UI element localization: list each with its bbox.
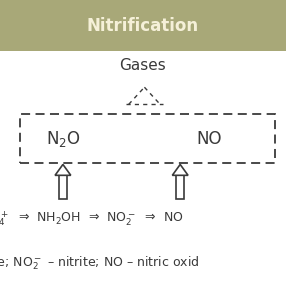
Bar — [0, 0, 286, 51]
Text: Nitrification: Nitrification — [87, 17, 199, 35]
Text: N$_2$O: N$_2$O — [45, 129, 80, 149]
Polygon shape — [172, 164, 188, 175]
Bar — [20, 114, 275, 163]
Bar — [59, 175, 67, 199]
Text: ne; NO$_2^-$ – nitrite; NO – nitric oxid: ne; NO$_2^-$ – nitrite; NO – nitric oxid — [0, 254, 199, 272]
Text: NO: NO — [196, 130, 222, 148]
Bar — [176, 175, 184, 199]
Text: $H_4^+$  ⇒  NH$_2$OH  ⇒  NO$_2^-$  ⇒  NO: $H_4^+$ ⇒ NH$_2$OH ⇒ NO$_2^-$ ⇒ NO — [0, 209, 183, 228]
Polygon shape — [55, 164, 71, 175]
Text: Gases: Gases — [120, 58, 166, 73]
